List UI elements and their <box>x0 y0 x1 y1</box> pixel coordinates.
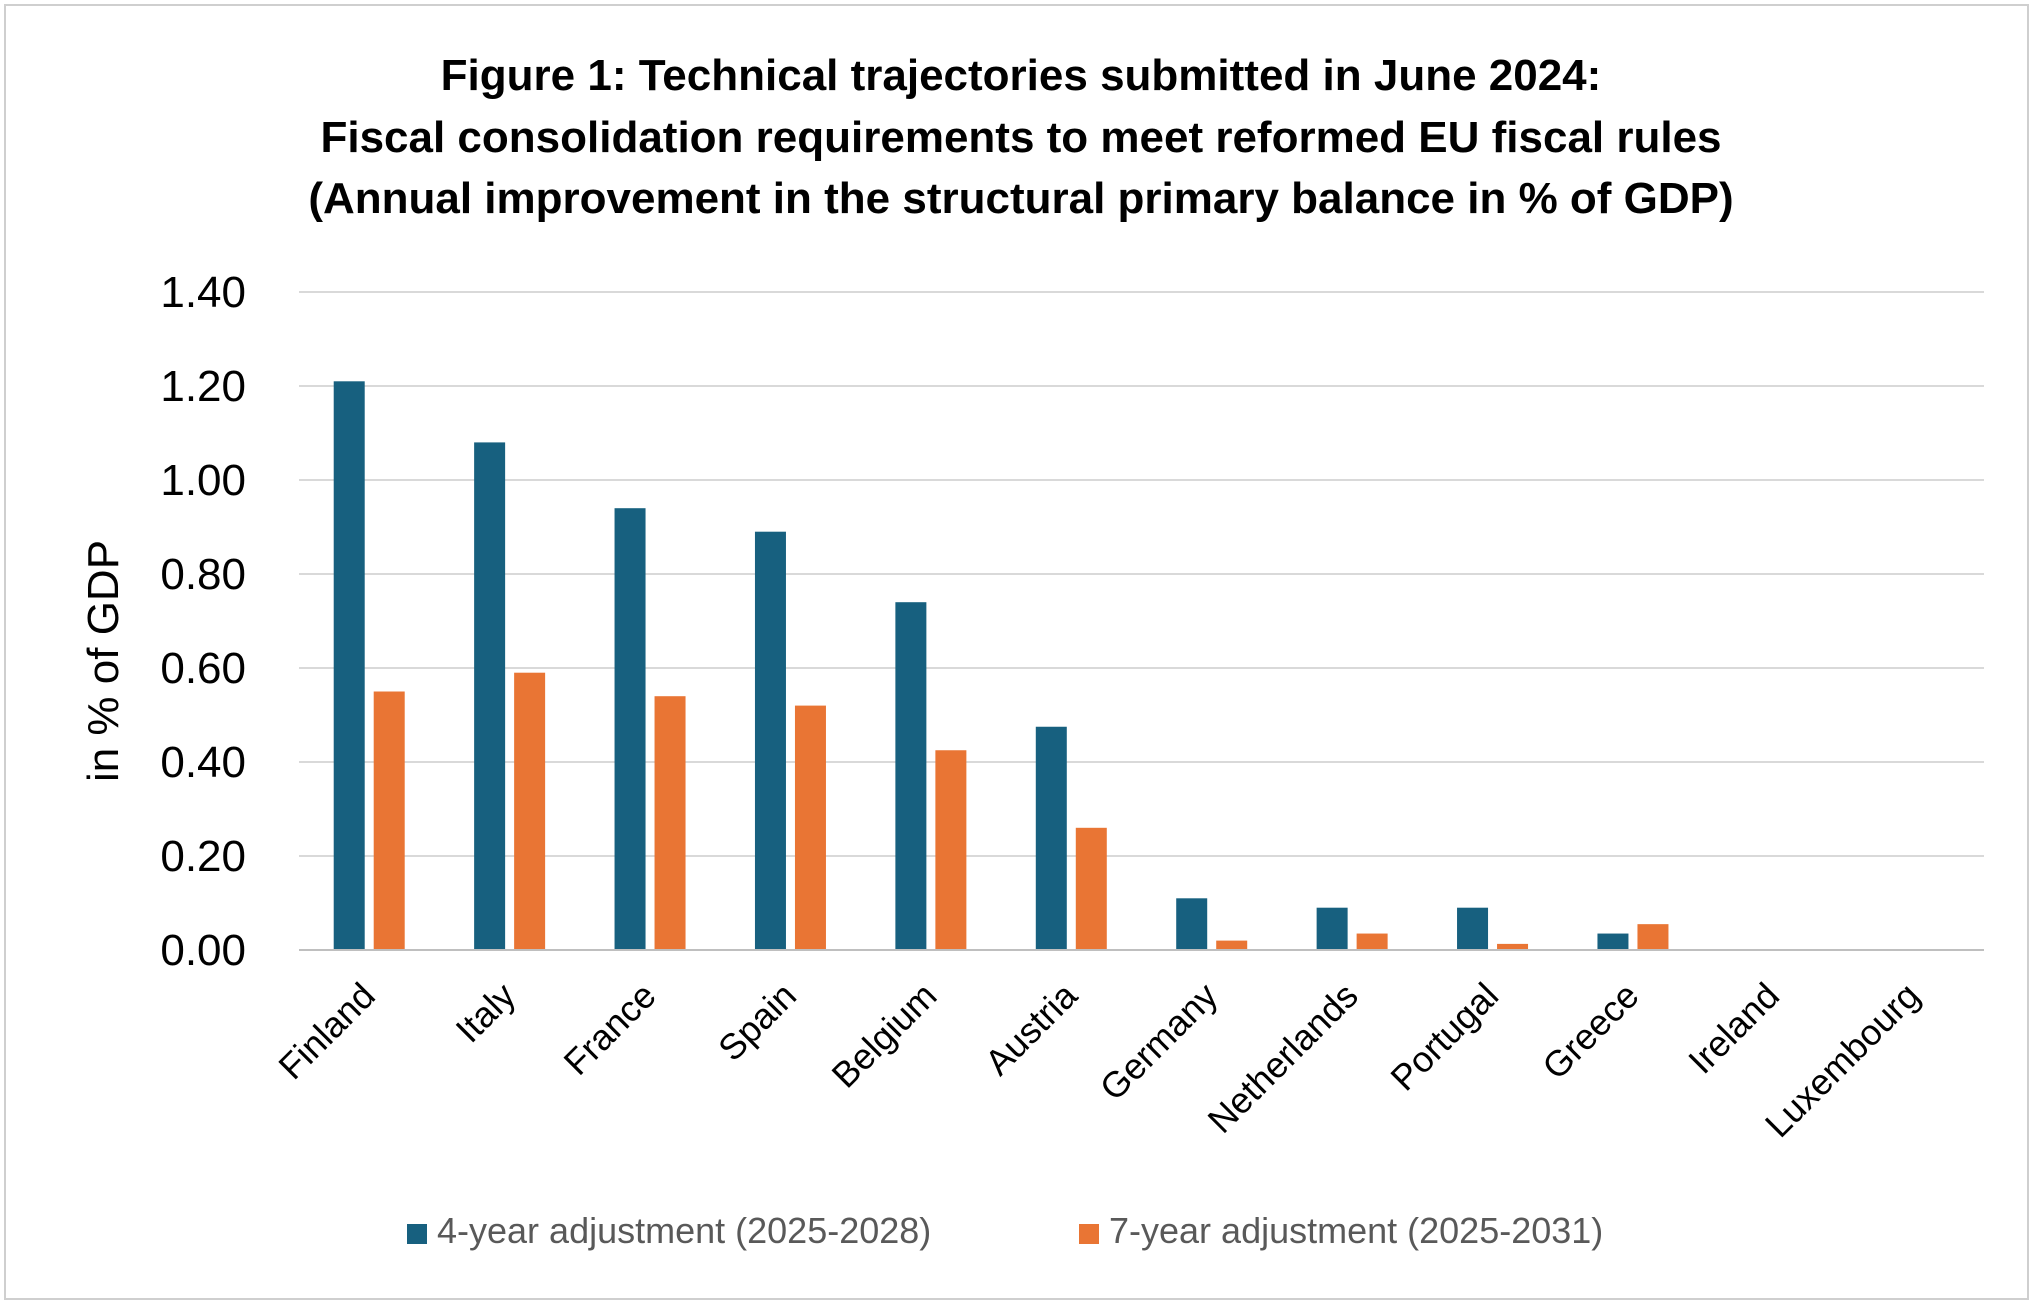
y-tick-label: 0.60 <box>160 644 246 693</box>
x-tick-label: Germany <box>1092 975 1226 1109</box>
bar-netherlands-series-2 <box>1356 933 1388 950</box>
legend-swatch-series-1 <box>407 1224 427 1244</box>
chart-title-line-2: Fiscal consolidation requirements to mee… <box>320 113 1721 162</box>
bar-germany-series-2 <box>1216 940 1248 950</box>
chart-svg: Figure 1: Technical trajectories submitt… <box>79 51 1984 1251</box>
x-tick-label: France <box>555 975 663 1083</box>
bar-italy-series-2 <box>514 672 546 950</box>
legend-label-series-2: 7-year adjustment (2025-2031) <box>1109 1210 1603 1251</box>
chart-title-line-1: Figure 1: Technical trajectories submitt… <box>441 51 1602 100</box>
chart-frame: Figure 1: Technical trajectories submitt… <box>4 4 2029 1300</box>
y-tick-label: 1.40 <box>160 268 246 317</box>
legend: 4-year adjustment (2025-2028) 7-year adju… <box>407 1210 1603 1251</box>
x-tick-label: Greece <box>1534 975 1646 1087</box>
y-axis-ticks: 0.00 0.20 0.40 0.60 0.80 1.00 1.20 1.40 <box>160 268 246 975</box>
bar-germany-series-1 <box>1176 898 1208 950</box>
x-tick-label: Italy <box>448 975 524 1051</box>
y-axis-label: in % of GDP <box>79 540 128 782</box>
bar-austria-series-1 <box>1035 726 1067 950</box>
bar-belgium-series-2 <box>935 750 967 950</box>
bar-france-series-1 <box>614 508 646 950</box>
y-tick-label: 0.00 <box>160 926 246 975</box>
x-tick-label: Belgium <box>824 975 945 1096</box>
y-tick-label: 0.20 <box>160 832 246 881</box>
bar-greece-series-2 <box>1637 924 1669 950</box>
chart-title: Figure 1: Technical trajectories submitt… <box>308 51 1733 223</box>
bar-netherlands-series-1 <box>1316 907 1348 950</box>
bar-portugal-series-1 <box>1457 907 1489 950</box>
bar-spain-series-1 <box>754 531 786 950</box>
y-tick-label: 1.20 <box>160 362 246 411</box>
y-tick-label: 0.80 <box>160 550 246 599</box>
bar-finland-series-2 <box>373 691 405 950</box>
bar-austria-series-2 <box>1075 827 1107 950</box>
x-tick-label: Portugal <box>1382 975 1506 1099</box>
x-tick-label: Finland <box>270 975 382 1087</box>
y-tick-label: 1.00 <box>160 456 246 505</box>
bars <box>333 381 1669 950</box>
x-tick-label: Netherlands <box>1200 975 1366 1141</box>
bar-spain-series-2 <box>794 705 826 950</box>
x-tick-label: Ireland <box>1680 975 1787 1082</box>
bar-greece-series-1 <box>1597 933 1629 950</box>
x-tick-label: Spain <box>710 975 804 1069</box>
legend-label-series-1: 4-year adjustment (2025-2028) <box>437 1210 931 1251</box>
bar-portugal-series-2 <box>1497 943 1529 950</box>
y-tick-label: 0.40 <box>160 738 246 787</box>
bar-belgium-series-1 <box>895 602 927 950</box>
x-tick-label: Austria <box>977 974 1086 1083</box>
gridlines <box>299 291 1984 857</box>
x-axis-ticks: Finland Italy France Spain Belgium Austria Ger… <box>270 974 1927 1145</box>
legend-swatch-series-2 <box>1079 1224 1099 1244</box>
bar-france-series-2 <box>654 696 686 950</box>
bar-italy-series-1 <box>474 442 506 950</box>
chart-title-line-3: (Annual improvement in the structural pr… <box>308 174 1733 223</box>
bar-finland-series-1 <box>333 381 365 950</box>
